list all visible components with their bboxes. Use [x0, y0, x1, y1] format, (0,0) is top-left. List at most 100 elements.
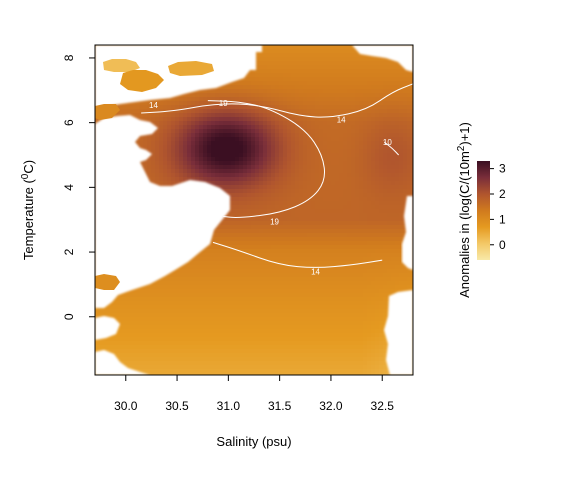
heatmap-cell: [227, 177, 232, 182]
heatmap-cell: [131, 313, 136, 318]
heatmap-cell: [255, 317, 260, 322]
heatmap-cell: [243, 321, 248, 326]
heatmap-cell: [307, 221, 312, 226]
heatmap-cell: [239, 201, 244, 206]
heatmap-cell: [223, 129, 228, 134]
heatmap-cell: [115, 353, 120, 358]
heatmap-cell: [183, 297, 188, 302]
heatmap-cell: [239, 209, 244, 214]
heatmap-cell: [267, 201, 272, 206]
heatmap-cell: [283, 181, 288, 186]
heatmap-cell: [295, 233, 300, 238]
heatmap-cell: [319, 157, 324, 162]
heatmap-cell: [151, 177, 156, 182]
heatmap-cell: [115, 333, 120, 338]
heatmap-cell: [187, 285, 192, 290]
heatmap-cell: [267, 229, 272, 234]
heatmap-cell: [195, 137, 200, 142]
heatmap-cell: [299, 137, 304, 142]
heatmap-cell: [235, 269, 240, 274]
heatmap-cell: [155, 325, 160, 330]
heatmap-cell: [283, 185, 288, 190]
heatmap-cell: [271, 245, 276, 250]
heatmap-cell: [259, 81, 264, 86]
heatmap-cell: [239, 265, 244, 270]
heatmap-cell: [159, 145, 164, 150]
heatmap-cell: [263, 233, 268, 238]
heatmap-cell: [223, 221, 228, 226]
heatmap-cell: [255, 105, 260, 110]
heatmap-cell: [119, 341, 124, 346]
heatmap-cell: [287, 165, 292, 170]
heatmap-cell: [255, 181, 260, 186]
heatmap-cell: [239, 121, 244, 126]
heatmap-cell: [263, 369, 268, 374]
heatmap-cell: [267, 165, 272, 170]
heatmap-cell: [127, 361, 132, 366]
heatmap-cell: [199, 341, 204, 346]
heatmap-cell: [135, 137, 140, 142]
heatmap-cell: [251, 193, 256, 198]
heatmap-cell: [231, 213, 236, 218]
heatmap-cell: [183, 125, 188, 130]
heatmap-cell: [319, 177, 324, 182]
heatmap-cell: [311, 189, 316, 194]
heatmap-cell: [223, 337, 228, 342]
heatmap-cell: [219, 297, 224, 302]
heatmap-cell: [251, 237, 256, 242]
heatmap-cell: [263, 281, 268, 286]
heatmap-cell: [231, 309, 236, 314]
heatmap-cell: [259, 93, 264, 98]
heatmap-cell: [219, 301, 224, 306]
heatmap-cell: [271, 197, 276, 202]
heatmap-cell: [279, 57, 284, 62]
heatmap-cell: [331, 205, 336, 210]
heatmap-cell: [203, 249, 208, 254]
heatmap-cell: [199, 89, 204, 94]
heatmap-cell: [211, 145, 216, 150]
heatmap-cell: [139, 105, 144, 110]
heatmap-cell: [279, 345, 284, 350]
heatmap-cell: [327, 297, 332, 302]
heatmap-cell: [263, 97, 268, 102]
heatmap-cell: [299, 153, 304, 158]
heatmap-cell: [247, 177, 252, 182]
heatmap-cell: [303, 153, 308, 158]
heatmap-cell: [291, 333, 296, 338]
heatmap-cell: [123, 329, 128, 334]
heatmap-cell: [259, 197, 264, 202]
heatmap-cell: [311, 325, 316, 330]
heatmap-cell: [291, 221, 296, 226]
heatmap-cell: [331, 261, 336, 266]
heatmap-cell: [283, 297, 288, 302]
heatmap-cell: [131, 357, 136, 362]
heatmap-cell: [243, 345, 248, 350]
heatmap-cell: [251, 105, 256, 110]
heatmap-cell: [147, 117, 152, 122]
heatmap-cell: [123, 309, 128, 314]
heatmap-cell: [263, 129, 268, 134]
heatmap-cell: [219, 281, 224, 286]
heatmap-cell: [291, 225, 296, 230]
heatmap-cell: [259, 193, 264, 198]
heatmap-cell: [311, 341, 316, 346]
heatmap-cell: [179, 369, 184, 374]
heatmap-cell: [295, 73, 300, 78]
heatmap-cell: [267, 337, 272, 342]
heatmap-cell: [175, 325, 180, 330]
heatmap-cell: [251, 301, 256, 306]
heatmap-cell: [291, 269, 296, 274]
heatmap-cell: [251, 321, 256, 326]
heatmap-cell: [187, 261, 192, 266]
heatmap-cell: [295, 257, 300, 262]
heatmap-cell: [307, 321, 312, 326]
heatmap-cell: [255, 89, 260, 94]
heatmap-cell: [167, 125, 172, 130]
heatmap-cell: [195, 329, 200, 334]
heatmap-cell: [247, 193, 252, 198]
heatmap-cell: [251, 113, 256, 118]
heatmap-cell: [231, 141, 236, 146]
heatmap-cell: [167, 169, 172, 174]
heatmap-cell: [219, 93, 224, 98]
heatmap-cell: [167, 293, 172, 298]
